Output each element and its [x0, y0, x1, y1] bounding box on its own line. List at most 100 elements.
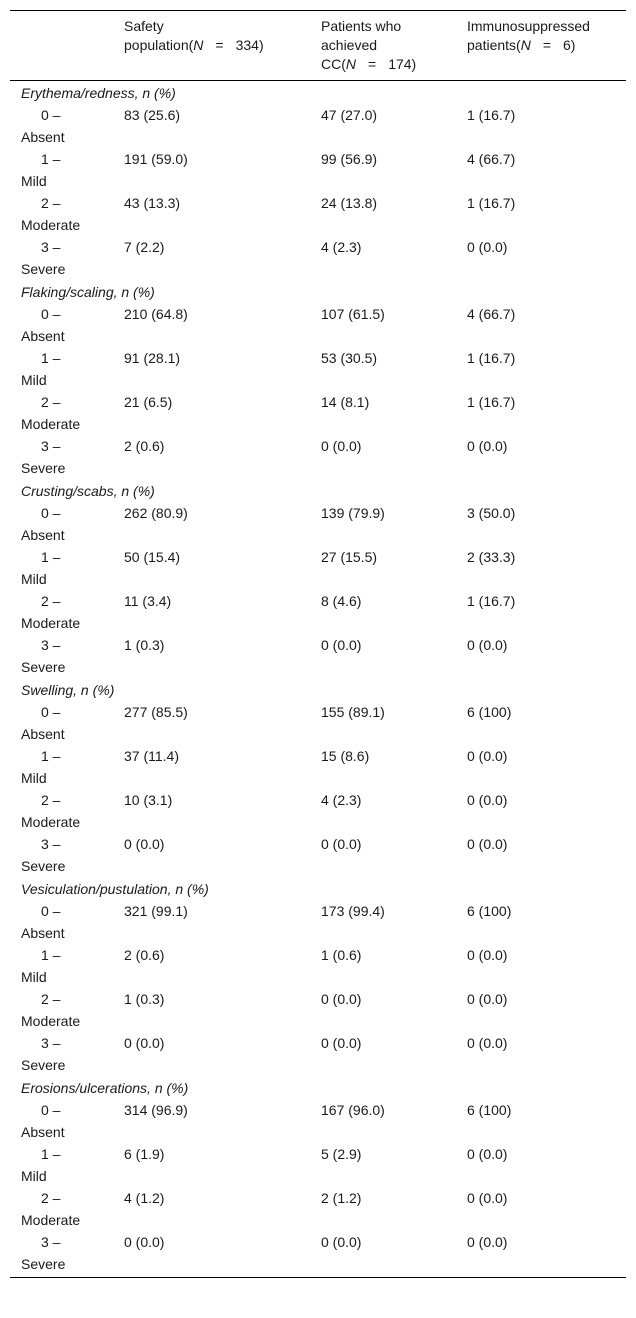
safety-population-cell: 1 (0.3): [124, 637, 165, 653]
header-value: 174): [388, 56, 417, 72]
achieved-cc-cell: 99 (56.9): [321, 151, 378, 167]
achieved-cc-cell: 0 (0.0): [317, 1231, 463, 1278]
immunosuppressed-cell: 0 (0.0): [467, 748, 508, 764]
level-cell: 3 – Severe: [10, 1032, 120, 1076]
immunosuppressed-cell: 1 (16.7): [467, 593, 516, 609]
table-container: Safety population(N = 334) Patients who ac…: [10, 10, 626, 1278]
level-score: 3 –: [41, 438, 61, 454]
level-cell: 0 – Absent: [10, 701, 120, 745]
achieved-cc-cell: 167 (96.0): [321, 1102, 385, 1118]
level-label: Moderate: [21, 1013, 81, 1029]
table-row: 1 – Mild 2 (0.6) 1 (0.6) 0 (0.0): [10, 944, 626, 988]
level-cell: 1 – Mild: [10, 1143, 120, 1187]
immunosuppressed-cell: 4 (66.7): [467, 306, 516, 322]
level-cell: 2 – Moderate: [10, 988, 120, 1032]
header-text: Safety: [124, 18, 164, 34]
immunosuppressed-cell: 0 (0.0): [467, 792, 508, 808]
achieved-cc-cell: 4 (2.3): [321, 239, 362, 255]
level-cell: 3 – Severe: [10, 833, 120, 877]
immunosuppressed-cell: 0 (0.0): [467, 239, 508, 255]
level-cell: 0 – Absent: [10, 104, 120, 148]
section-title: Vesiculation/pustulation, n (%): [21, 881, 209, 897]
header-n: N: [345, 56, 357, 72]
header-text: population(: [124, 37, 194, 53]
level-score: 0 –: [41, 107, 61, 123]
safety-population-cell: 11 (3.4): [124, 593, 172, 609]
achieved-cc-cell: 5 (2.9): [321, 1146, 362, 1162]
immunosuppressed-cell: 2 (33.3): [467, 549, 516, 565]
level-cell: 3 – Severe: [10, 634, 120, 678]
immunosuppressed-cell: 0 (0.0): [467, 991, 508, 1007]
section-row: Erythema/redness, n (%): [10, 81, 626, 105]
level-cell: 2 – Moderate: [10, 391, 120, 435]
safety-population-cell: 321 (99.1): [124, 903, 188, 919]
achieved-cc-cell: 14 (8.1): [321, 394, 370, 410]
table-row: 3 – Severe 0 (0.0) 0 (0.0) 0 (0.0): [10, 833, 626, 877]
header-text: Patients who: [321, 18, 402, 34]
immunosuppressed-cell: 0 (0.0): [467, 1035, 508, 1051]
safety-population-cell: 91 (28.1): [124, 350, 181, 366]
safety-population-cell: 4 (1.2): [124, 1190, 165, 1206]
header-safety-population: Safety population(N = 334): [120, 10, 317, 81]
table-row: 0 – Absent 83 (25.6) 47 (27.0) 1 (16.7): [10, 104, 626, 148]
achieved-cc-cell: 47 (27.0): [321, 107, 378, 123]
level-score: 3 –: [41, 637, 61, 653]
level-cell: 3 – Severe: [10, 1231, 120, 1278]
table-row: 2 – Moderate 43 (13.3) 24 (13.8) 1 (16.7): [10, 192, 626, 236]
safety-population-cell: 21 (6.5): [124, 394, 173, 410]
achieved-cc-cell: 0 (0.0): [321, 438, 362, 454]
level-score: 3 –: [41, 239, 61, 255]
header-text: Immunosuppressed: [467, 18, 590, 34]
safety-population-cell: 37 (11.4): [124, 748, 179, 764]
section-title: Flaking/scaling, n (%): [21, 284, 155, 300]
level-score: 2 –: [41, 394, 61, 410]
table-row: 0 – Absent 314 (96.9) 167 (96.0) 6 (100): [10, 1099, 626, 1143]
level-score: 3 –: [41, 1035, 61, 1051]
immunosuppressed-cell: 1 (16.7): [467, 394, 516, 410]
level-label: Mild: [21, 173, 47, 189]
safety-population-cell: 10 (3.1): [124, 792, 173, 808]
section-row: Flaking/scaling, n (%): [10, 280, 626, 303]
immunosuppressed-cell: 6 (100): [467, 704, 512, 720]
level-label: Mild: [21, 571, 47, 587]
table-row: 1 – Mild 37 (11.4) 15 (8.6) 0 (0.0): [10, 745, 626, 789]
level-cell: 3 – Severe: [10, 236, 120, 280]
achieved-cc-cell: 155 (89.1): [321, 704, 385, 720]
level-label: Mild: [21, 770, 47, 786]
level-label: Moderate: [21, 814, 81, 830]
safety-population-cell: 7 (2.2): [124, 239, 165, 255]
immunosuppressed-cell: 6 (100): [467, 903, 512, 919]
table-row: 2 – Moderate 1 (0.3) 0 (0.0) 0 (0.0): [10, 988, 626, 1032]
immunosuppressed-cell: 1 (16.7): [467, 195, 516, 211]
header-eq: =: [542, 37, 552, 53]
table-row: 1 – Mild 50 (15.4) 27 (15.5) 2 (33.3): [10, 546, 626, 590]
table-row: 3 – Severe 0 (0.0) 0 (0.0) 0 (0.0): [10, 1032, 626, 1076]
level-score: 2 –: [41, 593, 61, 609]
achieved-cc-cell: 8 (4.6): [321, 593, 362, 609]
level-cell: 1 – Mild: [10, 148, 120, 192]
safety-population-cell: 50 (15.4): [124, 549, 181, 565]
safety-population-cell: 2 (0.6): [124, 947, 165, 963]
immunosuppressed-cell: 0 (0.0): [467, 637, 508, 653]
level-score: 1 –: [41, 1146, 61, 1162]
immunosuppressed-cell: 6 (100): [467, 1102, 512, 1118]
header-text: achieved: [321, 37, 378, 53]
table-row: 1 – Mild 191 (59.0) 99 (56.9) 4 (66.7): [10, 148, 626, 192]
safety-population-cell: 191 (59.0): [124, 151, 188, 167]
immunosuppressed-cell: 1 (16.7): [467, 350, 516, 366]
header-eq: =: [215, 37, 224, 53]
section-row: Vesiculation/pustulation, n (%): [10, 877, 626, 900]
level-cell: 1 – Mild: [10, 347, 120, 391]
header-text: CC(: [321, 56, 346, 72]
table-row: 3 – Severe 7 (2.2) 4 (2.3) 0 (0.0): [10, 236, 626, 280]
safety-population-cell: 83 (25.6): [124, 107, 181, 123]
level-label: Severe: [21, 460, 66, 476]
achieved-cc-cell: 0 (0.0): [321, 637, 362, 653]
level-cell: 2 – Moderate: [10, 192, 120, 236]
level-score: 3 –: [41, 836, 61, 852]
achieved-cc-cell: 27 (15.5): [321, 549, 378, 565]
level-score: 1 –: [41, 549, 61, 565]
table-row: 2 – Moderate 21 (6.5) 14 (8.1) 1 (16.7): [10, 391, 626, 435]
level-cell: 3 – Severe: [10, 435, 120, 479]
header-immunosuppressed: Immunosuppressed patients(N = 6): [463, 10, 626, 81]
